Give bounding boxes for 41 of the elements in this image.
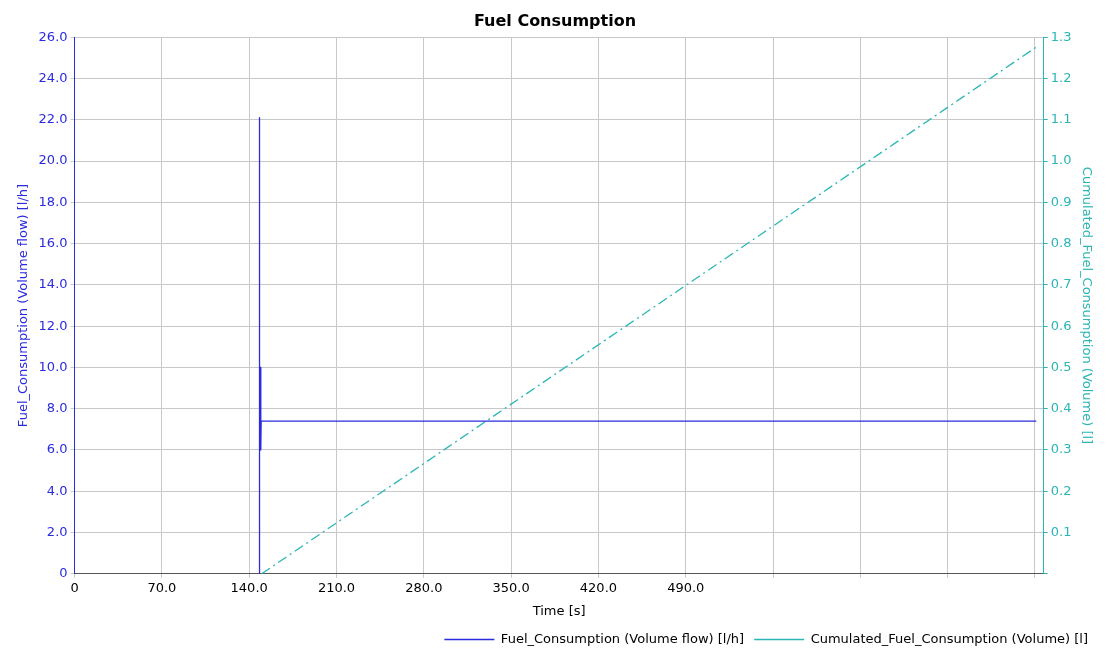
y-tick-label: 20.0	[38, 152, 68, 168]
y-tick-label: 2.0	[46, 523, 68, 539]
y-tick-label: 8.0	[46, 400, 68, 416]
y-tick-label: 14.0	[38, 276, 68, 292]
x-tick-label: 490.0	[667, 579, 705, 595]
legend-label: Cumulated_Fuel_Consumption (Volume) [l]	[810, 630, 1088, 646]
y-tick-label: 18.0	[38, 193, 68, 209]
y2-tick-label: 1.0	[1050, 152, 1072, 168]
y2-tick-label: 0.4	[1050, 400, 1072, 416]
y-tick-label: 0	[59, 565, 68, 581]
y-tick-label: 12.0	[38, 317, 68, 333]
x-tick-label: 0	[70, 579, 79, 595]
y2-tick-label: 1.2	[1050, 69, 1072, 85]
x-tick-label: 420.0	[579, 579, 618, 595]
y-axis-title: Fuel_Consumption (Volume flow) [l/h]	[15, 183, 31, 428]
y2-tick-label: 0.8	[1050, 234, 1072, 250]
y-tick-label: 26.0	[38, 28, 68, 44]
y2-tick-label: 1.3	[1050, 28, 1072, 44]
y-tick-label: 10.0	[38, 358, 68, 374]
y2-tick-label: 0.2	[1050, 482, 1072, 498]
y2-tick-label: 1.1	[1050, 111, 1072, 127]
y-tick-label: 6.0	[46, 441, 68, 457]
x-tick-label: 140.0	[230, 579, 268, 595]
x-tick-label: 350.0	[492, 579, 530, 595]
y2-tick-label: 0.5	[1050, 358, 1072, 374]
y2-axis-title: Cumulated_Fuel_Consumption (Volume) [l]	[1079, 166, 1095, 445]
y2-tick-label: 0.6	[1050, 317, 1072, 333]
x-tick-label: 210.0	[317, 579, 356, 595]
y2-tick-label: 0.3	[1050, 441, 1072, 457]
chart-title: Fuel Consumption	[473, 10, 637, 30]
x-axis-title: Time [s]	[531, 602, 586, 618]
y2-tick-label: 0.7	[1050, 276, 1072, 292]
y-tick-label: 16.0	[38, 234, 68, 250]
x-tick-label: 70.0	[147, 579, 177, 595]
legend-label: Fuel_Consumption (Volume flow) [l/h]	[500, 630, 745, 646]
y-tick-label: 4.0	[46, 482, 68, 498]
x-tick-label: 280.0	[405, 579, 443, 595]
y2-tick-label: 0.9	[1050, 193, 1072, 209]
y2-tick-label: 0.1	[1050, 523, 1072, 539]
y-tick-label: 24.0	[38, 69, 68, 85]
y-tick-label: 22.0	[38, 111, 68, 127]
